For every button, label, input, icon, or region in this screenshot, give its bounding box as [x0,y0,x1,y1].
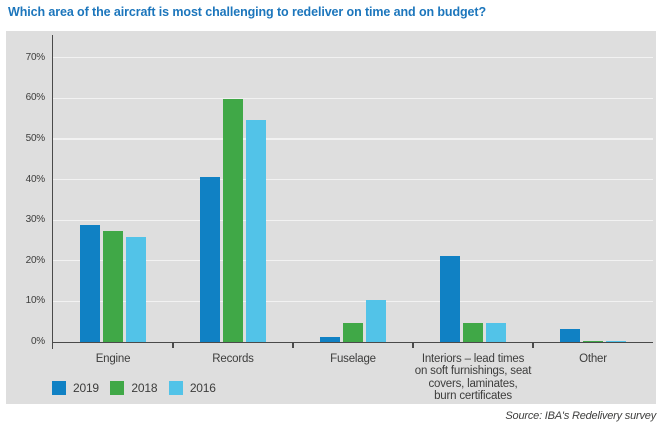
legend-label-2016: 2016 [189,381,216,395]
bar-2019-interiors [439,255,460,343]
legend-label-2019: 2019 [73,381,99,395]
y-axis-label-30%: 30% [25,214,46,226]
bar-2018-fuselage [343,322,363,343]
x-axis-tick-4 [532,343,534,349]
bar-2016-engine [126,237,147,343]
bar-2016-interiors [486,322,507,343]
y-axis-label-60%: 60% [25,92,46,104]
bar-2019-engine [79,225,100,343]
bar-2016-records [246,119,267,343]
y-axis-label-50%: 50% [25,133,46,144]
x-axis-label-engine: Engine [95,353,131,365]
legend-swatch-2019 [52,381,66,395]
x-axis-tick-2 [292,343,294,349]
y-axis-label-20%: 20% [25,254,46,266]
legend-swatch-2016 [168,381,183,395]
x-axis-label-other: Other [579,353,607,365]
x-axis-line [51,341,653,344]
plot-area: 0% 10% 20% 30% 40% 50% 60% 70% Engine Records Fuse… [6,31,656,404]
y-axis-label-70%: 70% [25,51,46,63]
bar-2018-records [223,99,243,343]
bar-2019-other [559,328,580,343]
y-axis-label-10%: 10% [25,295,46,307]
legend-swatch-2018 [110,381,125,395]
x-axis-label-interiors: Interiors – lead times on soft furnishin… [414,353,532,403]
y-axis-line [51,35,53,349]
legend-item-2018: 2018 [110,381,158,395]
gridline-50% [53,138,653,140]
x-axis-label-fuselage: Fuselage [330,353,376,365]
x-axis-tick-3 [412,343,414,349]
gridline-60% [53,97,653,100]
legend-label-2018: 2018 [131,381,158,395]
bar-2018-interiors [463,322,483,343]
legend-item-2016: 2016 [168,381,216,395]
y-axis-label-40%: 40% [25,173,46,185]
gridline-30% [53,219,653,221]
bar-2016-fuselage [366,300,387,343]
legend-item-2019: 2019 [52,381,99,395]
x-axis-label-records: Records [212,353,254,365]
y-axis-label-0%: 0% [30,336,45,347]
gridline-10% [53,300,653,303]
gridline-70% [53,57,653,59]
gridline-40% [53,178,653,181]
bar-2018-engine [103,231,123,343]
bar-2019-records [199,176,220,343]
legend: 2019 2018 2016 [52,381,227,395]
bar-2019-fuselage [319,336,340,343]
source-note: Source: IBA's Redelivery survey [505,410,656,422]
x-axis-tick-1 [172,343,174,349]
gridline-20% [53,260,653,262]
chart-title: Which area of the aircraft is most chall… [8,5,486,19]
